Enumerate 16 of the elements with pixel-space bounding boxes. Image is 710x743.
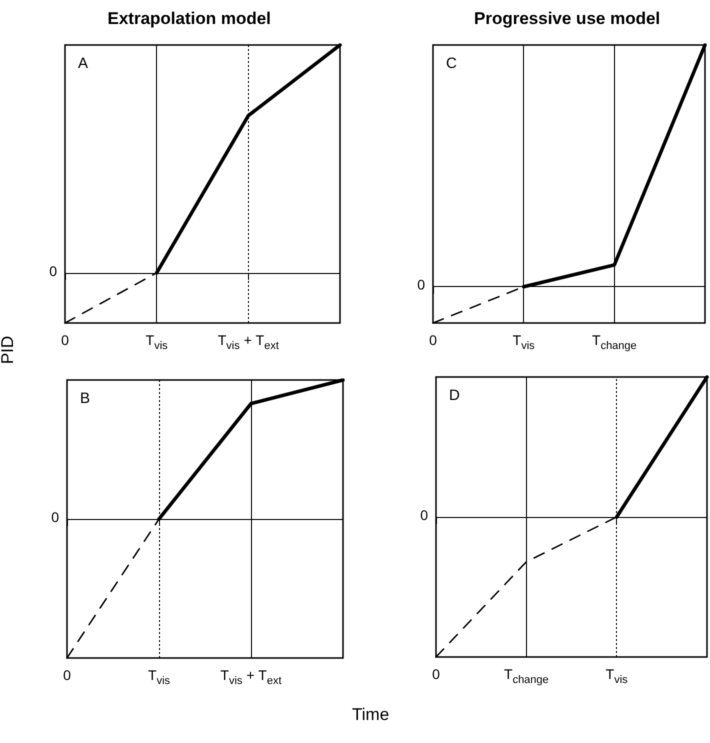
text: Progressive use model	[474, 9, 660, 28]
ref-line-label: 0	[417, 276, 426, 293]
y-axis-title: PID	[0, 336, 18, 364]
text: D	[449, 387, 460, 404]
text: A	[78, 55, 88, 72]
ref-line-label: 0	[420, 507, 428, 523]
text: C	[446, 55, 457, 72]
x-tick-label: 0	[429, 332, 438, 348]
text: Extrapolation model	[108, 9, 271, 28]
x-tick-label: 0	[432, 666, 440, 682]
ref-line-label: 0	[49, 262, 58, 279]
text: B	[80, 390, 90, 407]
x-axis-title: Time	[352, 705, 390, 725]
x-tick-label: 0	[63, 667, 72, 683]
x-tick-label: 0	[61, 332, 70, 348]
ref-line-label: 0	[51, 509, 60, 525]
